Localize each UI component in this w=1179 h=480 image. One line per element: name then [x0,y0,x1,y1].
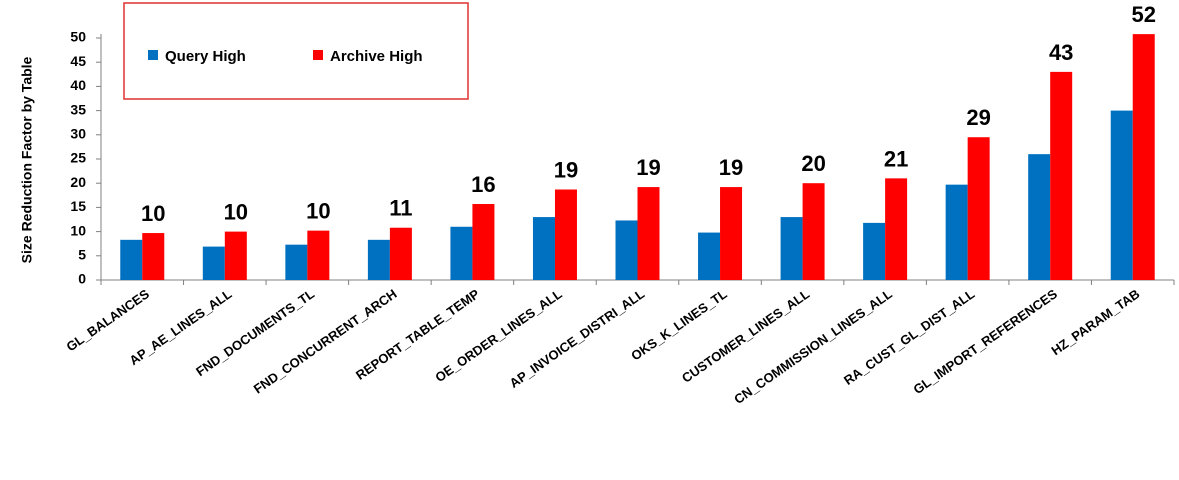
y-tick-label: 50 [70,29,86,45]
data-label: 16 [471,172,495,197]
bar-archive-high [885,178,908,280]
data-label: 11 [389,196,412,221]
y-tick-label: 15 [70,198,86,214]
category-label: AP_INVOICE_DISTRI_ALL [507,286,648,391]
bar-query-high [1028,154,1051,280]
bar-archive-high [802,183,825,280]
category-labels: GL_BALANCESAP_AE_LINES_ALLFND_DOCUMENTS_… [64,286,1143,407]
bar-archive-high [389,227,412,280]
bar-archive-high [307,230,330,280]
category-label: RA_CUST_GL_DIST_ALL [841,286,977,388]
bar-archive-high [720,187,743,280]
y-tick-label: 0 [78,271,86,287]
bar-query-high [120,239,143,280]
legend-swatch-query-high [148,50,158,60]
category-label: GL_BALANCES [64,286,153,354]
bar-query-high [615,220,638,280]
bar-archive-high [224,231,247,280]
bar-archive-high [554,189,577,280]
bars [120,34,1155,281]
y-axis-label: Size Reduction Factor by Table [19,56,35,263]
data-labels: 10 10 10 11 16 19 19 19 20 21 29 43 52 [141,2,1156,226]
y-tick-label: 20 [70,174,86,190]
bar-query-high [1110,110,1133,280]
y-tick-label: 5 [78,247,86,263]
bar-archive-high [1132,34,1155,281]
category-label: FND_CONCURRENT_ARCH [251,286,400,396]
bar-query-high [450,226,473,280]
legend-label-query-high: Query High [165,48,246,65]
bar-archive-high [472,204,495,280]
y-tick-label: 35 [70,101,86,117]
bar-archive-high [1050,71,1073,280]
data-label: 19 [636,155,660,180]
y-tick-label: 10 [70,222,86,238]
y-tick-label: 40 [70,77,86,93]
data-label: 21 [884,146,908,171]
category-label: GL_IMPORT_REFERENCES [910,286,1060,397]
data-label: 19 [554,157,578,182]
data-label: 20 [801,151,825,176]
bar-query-high [780,217,803,280]
bar-query-high [367,239,390,280]
legend-swatch-archive-high [313,50,323,60]
data-label: 10 [306,199,330,224]
bar-query-high [945,184,968,280]
data-label: 29 [966,105,990,130]
data-label: 52 [1131,2,1155,27]
bar-query-high [285,244,308,280]
bar-query-high [698,232,721,280]
axes: 0 5 10 15 20 25 30 35 40 45 50 [70,29,1175,287]
legend: Query High Archive High [123,2,469,100]
legend-label-archive-high: Archive High [330,48,423,65]
data-label: 43 [1049,40,1073,65]
bar-archive-high [967,137,990,280]
bar-query-high [532,217,555,280]
bar-query-high [202,246,225,280]
data-label: 19 [719,155,743,180]
data-label: 10 [224,200,248,225]
category-label: CN_COMMISSION_LINES_ALL [731,286,895,407]
bar-query-high [863,222,886,280]
bar-archive-high [637,187,660,280]
y-tick-label: 45 [70,53,86,69]
y-tick-label: 25 [70,150,86,166]
category-label: HZ_PARAM_TAB [1048,286,1142,358]
bar-archive-high [142,233,165,280]
legend-box [123,2,469,100]
data-label: 10 [141,201,165,226]
y-tick-label: 30 [70,126,86,142]
